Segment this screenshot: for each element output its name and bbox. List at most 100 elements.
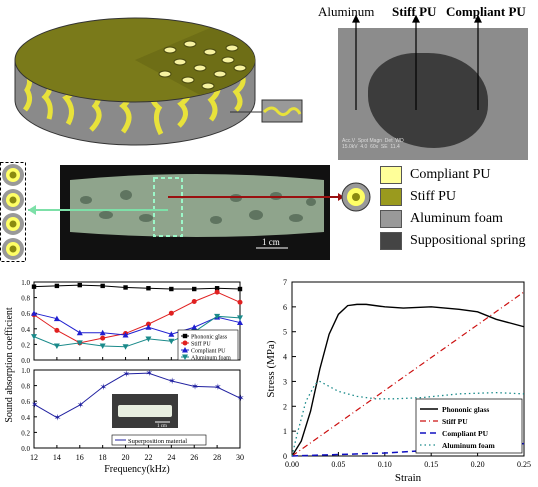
inset-photo: 1 cm: [112, 394, 178, 429]
photo-scale-bar: 1 cm: [262, 237, 280, 247]
data-point: [31, 334, 37, 340]
legend-label: Stiff PU: [410, 189, 457, 204]
y-axis-label: Stress (MPa): [266, 340, 277, 397]
material-legend: Compliant PU Stiff PU Aluminum foam Supp…: [380, 166, 538, 256]
legend-box: [415, 398, 523, 454]
data-point: [53, 343, 60, 349]
data-point: [145, 321, 151, 327]
legend-label: Suppositional spring: [410, 233, 526, 248]
y-tick-label: 1.0: [21, 279, 30, 287]
series-line-0: [33, 372, 241, 419]
data-point: ✶: [145, 368, 153, 378]
x-tick-label: 0.10: [378, 460, 392, 469]
sem-label-compliant: Compliant PU: [446, 4, 526, 19]
x-tick-label: 12: [30, 453, 38, 462]
data-point: [237, 315, 243, 321]
data-point: [145, 336, 152, 342]
sem-panel: Acc.V Spot Magn Det WD 15.0kV 4.0 60x SE…: [318, 0, 538, 160]
legend-marker: [182, 347, 188, 353]
data-point: [214, 286, 220, 291]
y-tick-label: 0.0: [21, 357, 30, 365]
data-point: [123, 285, 128, 290]
x-axis-label: Strain: [395, 472, 422, 484]
swatch-spring: [380, 232, 402, 250]
x-tick-label: 22: [144, 453, 152, 462]
legend-box: [111, 434, 207, 446]
x-tick-label: 16: [76, 453, 84, 462]
data-point: [214, 313, 221, 320]
data-point: [31, 284, 37, 289]
sem-label-stiff: Stiff PU: [392, 4, 437, 19]
data-point: [168, 338, 175, 345]
data-point: [54, 327, 60, 333]
selection-box: [153, 177, 183, 237]
data-point: ✶: [168, 376, 176, 386]
legend-label: Superposition material: [128, 438, 187, 445]
y-tick-label: 0.6: [21, 310, 30, 318]
data-point: ✶: [54, 413, 62, 423]
y-tick-label: 0.4: [21, 326, 30, 334]
sem-dark-region: [368, 53, 488, 148]
legend-label: Compliant PU: [410, 167, 491, 182]
inset-scale-label: 1 cm: [157, 424, 167, 429]
legend-label: Aluminum foam: [442, 441, 495, 450]
data-point: [145, 324, 152, 330]
y-tick-label: 1.0: [21, 367, 30, 375]
y-tick-label: 4: [283, 353, 287, 362]
data-point: [122, 332, 129, 338]
y-tick-label: 2: [283, 402, 287, 411]
cell-column: [0, 162, 26, 262]
plot-frame: [291, 281, 525, 457]
legend-label: Stiff PU: [442, 417, 468, 426]
legend-box: [177, 329, 239, 361]
legend-label: Aluminum foam: [191, 355, 231, 362]
series-line-0: [33, 284, 241, 290]
series-line-3: [291, 380, 525, 457]
y-tick-label: 0.8: [21, 295, 30, 303]
y-tick-label: 0.6: [21, 398, 30, 406]
inset-sample: [118, 405, 172, 417]
data-point: [237, 299, 243, 305]
swatch-aluminum: [380, 210, 402, 228]
swatch-compliant: [380, 166, 402, 184]
data-point: [192, 286, 197, 292]
photo-texture: [80, 190, 316, 224]
hole-pattern: [158, 40, 247, 90]
stress-strain-chart: 0 1 2 3 4 5 6 7 0.00 0.05 0.10 0.15 0.20 0.25 Strain St…: [266, 278, 531, 484]
y-tick-label: 0.0: [21, 445, 30, 453]
y-tick-label: 5: [283, 328, 287, 337]
legend-marker: [182, 333, 188, 339]
single-cell: [324, 182, 371, 212]
data-point: [100, 283, 105, 289]
x-axis-label: Frequency(kHz): [104, 464, 170, 475]
y-tick-label: 0.8: [21, 383, 30, 391]
series-line-3: [33, 315, 241, 348]
data-point: [76, 340, 83, 346]
plot-frame: [33, 369, 241, 449]
sem-image: Acc.V Spot Magn Det WD 15.0kV 4.0 60x SE…: [338, 28, 528, 160]
legend-marker: [182, 340, 188, 346]
series-line-2: [33, 312, 241, 336]
y-tick-label: 0: [283, 452, 287, 461]
sem-info: Acc.V Spot Magn Det WD 15.0kV 4.0 60x SE…: [342, 138, 404, 150]
legend-item-aluminum: Aluminum foam: [380, 210, 503, 228]
data-point: [31, 310, 37, 316]
legend-label: Compliant PU: [442, 429, 489, 438]
photo-panel: 1 cm: [26, 160, 336, 265]
data-point: [169, 286, 174, 292]
x-tick-label: 0.25: [517, 460, 531, 469]
y-tick-label: 7: [283, 278, 287, 287]
schematic-3d: [14, 17, 303, 146]
y-tick-label: 0.2: [21, 429, 30, 437]
legend-item-compliant: Compliant PU: [380, 166, 491, 184]
x-tick-label: 0.05: [331, 460, 345, 469]
x-tick-label: 28: [213, 453, 221, 462]
x-tick-label: 0.20: [471, 460, 485, 469]
legend-label: Stiff PU: [191, 341, 211, 348]
y-tick-label: 3: [283, 377, 287, 386]
x-tick-label: 14: [53, 453, 61, 462]
data-point: [168, 331, 175, 337]
series-line-1: [33, 291, 241, 344]
data-point: [99, 329, 106, 336]
